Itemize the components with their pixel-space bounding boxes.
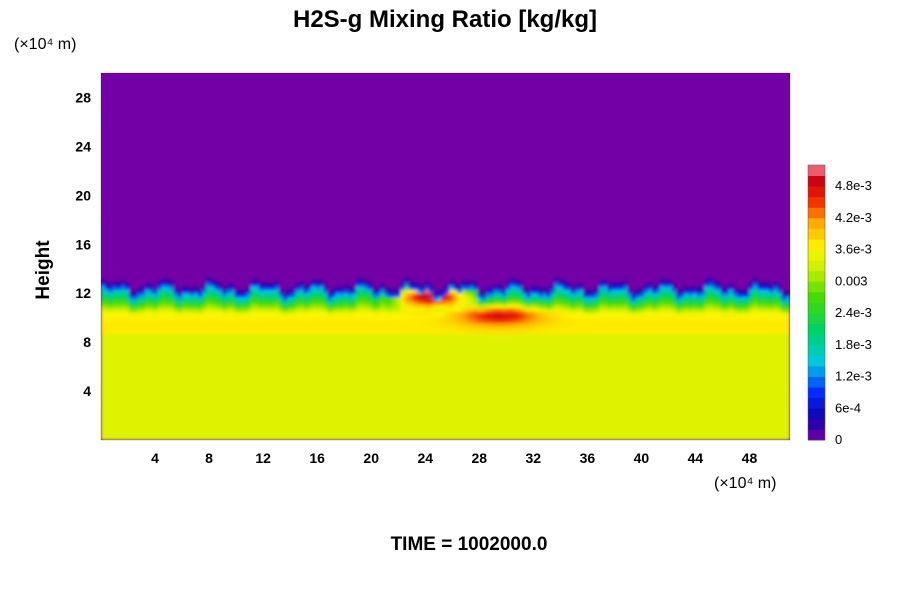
x-tick-label: 20 — [363, 450, 379, 466]
colorbar-swatch — [808, 397, 825, 409]
x-tick-label: 44 — [688, 450, 704, 466]
x-tick-label: 8 — [205, 450, 213, 466]
x-tick-label: 12 — [255, 450, 271, 466]
colorbar-swatch — [808, 175, 825, 187]
y-tick-label: 16 — [75, 236, 91, 252]
y-tick-label: 12 — [75, 285, 91, 301]
colorbar-swatch — [808, 249, 825, 261]
colorbar-swatch — [808, 228, 825, 240]
x-tick-label: 16 — [309, 450, 325, 466]
colorbar-tick-label: 0.003 — [835, 273, 868, 288]
colorbar-swatch — [808, 376, 825, 388]
y-axis-unit: (×10⁴ m) — [14, 36, 76, 53]
colorbar-tick-label: 6e-4 — [835, 400, 861, 415]
colorbar-swatch — [808, 313, 825, 325]
plot-area — [101, 73, 790, 440]
heatmap-field — [101, 73, 790, 440]
colorbar-swatch — [808, 281, 825, 293]
y-axis-label: Height — [33, 240, 54, 300]
colorbar-swatch — [808, 387, 825, 399]
colorbar-swatch — [808, 302, 825, 314]
colorbar-tick-label: 4.2e-3 — [835, 210, 872, 225]
colorbar-tick-label: 4.8e-3 — [835, 178, 872, 193]
y-tick-label: 20 — [75, 187, 91, 203]
colorbar-swatch — [808, 260, 825, 272]
x-axis-ticks: 4 8 12 16 20 24 28 32 36 40 44 48 — [151, 450, 757, 466]
y-tick-label: 4 — [83, 383, 91, 399]
colorbar-tick-label: 2.4e-3 — [835, 305, 872, 320]
time-label: TIME = 1002000.0 — [391, 534, 548, 555]
x-tick-label: 4 — [151, 450, 159, 466]
colorbar-tick-label: 3.6e-3 — [835, 242, 872, 257]
colorbar-swatch — [808, 186, 825, 198]
y-tick-label: 24 — [75, 138, 91, 154]
colorbar-tick-label: 0 — [835, 432, 842, 447]
colorbar-swatch — [808, 355, 825, 367]
colorbar-frame — [807, 164, 826, 441]
colorbar-swatch — [808, 196, 825, 208]
colorbar-swatch — [808, 217, 825, 229]
chart-title: H2S-g Mixing Ratio [kg/kg] — [293, 6, 597, 33]
x-tick-label: 32 — [526, 450, 542, 466]
x-tick-label: 36 — [580, 450, 596, 466]
colorbar-swatch — [808, 408, 825, 420]
colorbar-swatch — [808, 418, 825, 430]
y-tick-label: 28 — [75, 89, 91, 105]
colorbar-tick-label: 1.8e-3 — [835, 337, 872, 352]
y-axis-ticks: 4 8 12 16 20 24 28 — [75, 89, 91, 399]
colorbar: 0 6e-4 1.2e-3 1.8e-3 2.4e-3 0.003 3.6e-3 4.2e-3… — [807, 164, 872, 447]
x-tick-label: 40 — [634, 450, 650, 466]
colorbar-tick-label: 1.2e-3 — [835, 369, 872, 384]
x-tick-label: 48 — [742, 450, 758, 466]
colorbar-swatch — [808, 323, 825, 335]
colorbar-swatch — [808, 291, 825, 303]
x-tick-label: 24 — [417, 450, 433, 466]
colorbar-swatch — [808, 365, 825, 377]
x-axis-unit: (×10⁴ m) — [714, 475, 776, 492]
colorbar-swatch — [808, 334, 825, 346]
x-tick-label: 28 — [471, 450, 487, 466]
colorbar-swatch — [808, 207, 825, 219]
plot-frame — [100, 72, 791, 441]
colorbar-swatch — [808, 165, 825, 176]
colorbar-swatch — [808, 270, 825, 282]
colorbar-swatch — [808, 239, 825, 251]
colorbar-swatch — [808, 344, 825, 356]
y-tick-label: 8 — [83, 334, 91, 350]
colorbar-swatch — [808, 429, 825, 441]
